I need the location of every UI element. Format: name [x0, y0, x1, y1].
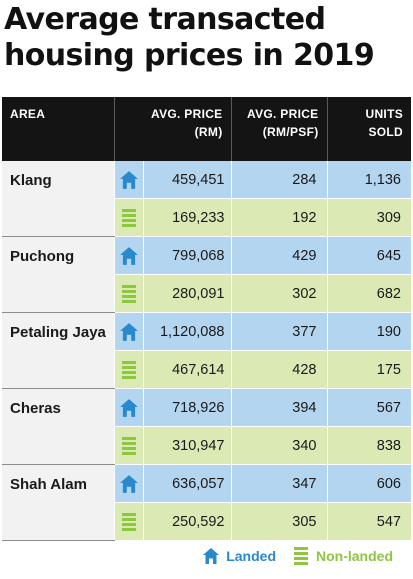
table-row: Cheras 718,926 394 567 — [2, 388, 411, 465]
header-avg-price: AVG. PRICE (RM) — [113, 97, 231, 161]
landed-units-sold: 645 — [326, 236, 411, 275]
header-avg-price-line2: (RM) — [194, 125, 223, 139]
landed-avg-price: 636,057 — [142, 464, 231, 503]
house-icon — [119, 170, 138, 189]
building-bars-icon — [121, 207, 136, 229]
landed-icon-cell — [113, 388, 143, 427]
non-landed-icon-cell — [113, 426, 143, 465]
non-landed-units-sold: 838 — [326, 426, 411, 465]
area-name: Shah Alam — [2, 464, 114, 541]
landed-avg-psf: 284 — [230, 161, 327, 199]
landed-avg-psf: 429 — [230, 236, 327, 275]
header-avg-psf-line2: (RM/PSF) — [262, 125, 319, 139]
non-landed-icon-cell — [113, 198, 143, 237]
legend-item-non-landed: Non-landed — [294, 545, 393, 567]
non-landed-avg-psf: 340 — [230, 426, 327, 465]
landed-icon-cell — [113, 161, 143, 199]
non-landed-avg-price: 250,592 — [142, 502, 231, 541]
landed-avg-price: 1,120,088 — [142, 312, 231, 351]
table-body: Klang 459,451 284 1,136 169,233 192 309 Puchong… — [2, 161, 411, 541]
table-header-row: AREA AVG. PRICE (RM) AVG. PRICE (RM/PSF)… — [2, 97, 411, 161]
header-avg-price-line1: AVG. PRICE — [151, 107, 223, 121]
non-landed-avg-psf: 428 — [230, 350, 327, 389]
house-icon — [119, 474, 138, 493]
header-units-line2: SOLD — [368, 125, 403, 139]
non-landed-avg-price: 467,614 — [142, 350, 231, 389]
legend: Landed Non-landed — [184, 545, 393, 567]
header-units-sold: UNITS SOLD — [326, 97, 411, 161]
title-line-2: housing prices in 2019 — [4, 38, 375, 73]
building-bars-icon — [121, 511, 136, 533]
building-bars-icon — [294, 545, 308, 567]
table-row: 169,233 192 309 — [2, 198, 411, 237]
non-landed-icon-cell — [113, 350, 143, 389]
legend-non-landed-label: Non-landed — [316, 548, 393, 564]
non-landed-avg-price: 310,947 — [142, 426, 231, 465]
table-row: Petaling Jaya 1,120,088 377 190 — [2, 312, 411, 389]
non-landed-avg-psf: 305 — [230, 502, 327, 541]
building-bars-icon — [121, 359, 136, 381]
non-landed-units-sold: 175 — [326, 350, 411, 389]
non-landed-units-sold: 547 — [326, 502, 411, 541]
area-name: Cheras — [2, 388, 114, 465]
non-landed-avg-psf: 192 — [230, 198, 327, 237]
landed-avg-psf: 377 — [230, 312, 327, 351]
header-units-line1: UNITS — [365, 107, 403, 121]
landed-avg-psf: 394 — [230, 388, 327, 427]
non-landed-units-sold: 309 — [326, 198, 411, 237]
landed-units-sold: 567 — [326, 388, 411, 427]
house-icon — [203, 548, 220, 564]
landed-icon-cell — [113, 312, 143, 351]
area-name: Puchong — [2, 236, 114, 313]
non-landed-units-sold: 682 — [326, 274, 411, 313]
header-area: AREA — [2, 97, 114, 161]
landed-units-sold: 1,136 — [326, 161, 411, 199]
table-row: 250,592 305 547 — [2, 502, 411, 541]
header-avg-psf-line1: AVG. PRICE — [247, 107, 319, 121]
area-name: Klang — [2, 161, 114, 237]
landed-avg-price: 718,926 — [142, 388, 231, 427]
landed-avg-psf: 347 — [230, 464, 327, 503]
house-icon — [119, 322, 138, 341]
table-row: Shah Alam 636,057 347 606 — [2, 464, 411, 541]
table-row: 310,947 340 838 — [2, 426, 411, 465]
title-line-1: Average transacted — [4, 2, 326, 37]
building-bars-icon — [121, 435, 136, 457]
landed-icon-cell — [113, 236, 143, 275]
table-row: 280,091 302 682 — [2, 274, 411, 313]
non-landed-avg-psf: 302 — [230, 274, 327, 313]
non-landed-icon-cell — [113, 502, 143, 541]
landed-avg-price: 459,451 — [142, 161, 231, 199]
table-row: 467,614 428 175 — [2, 350, 411, 389]
table-row: Klang 459,451 284 1,136 — [2, 161, 411, 237]
header-avg-psf: AVG. PRICE (RM/PSF) — [230, 97, 327, 161]
landed-units-sold: 190 — [326, 312, 411, 351]
non-landed-icon-cell — [113, 274, 143, 313]
landed-units-sold: 606 — [326, 464, 411, 503]
building-bars-icon — [121, 283, 136, 305]
house-icon — [119, 398, 138, 417]
area-name: Petaling Jaya — [2, 312, 114, 389]
landed-icon-cell — [113, 464, 143, 503]
landed-avg-price: 799,068 — [142, 236, 231, 275]
non-landed-avg-price: 169,233 — [142, 198, 231, 237]
table-row: Puchong 799,068 429 645 — [2, 236, 411, 313]
legend-item-landed: Landed — [202, 547, 276, 565]
prices-table: AREA AVG. PRICE (RM) AVG. PRICE (RM/PSF)… — [2, 97, 411, 541]
non-landed-avg-price: 280,091 — [142, 274, 231, 313]
legend-landed-label: Landed — [226, 548, 276, 564]
chart-title: Average transacted housing prices in 201… — [4, 2, 409, 74]
house-icon — [119, 246, 138, 265]
